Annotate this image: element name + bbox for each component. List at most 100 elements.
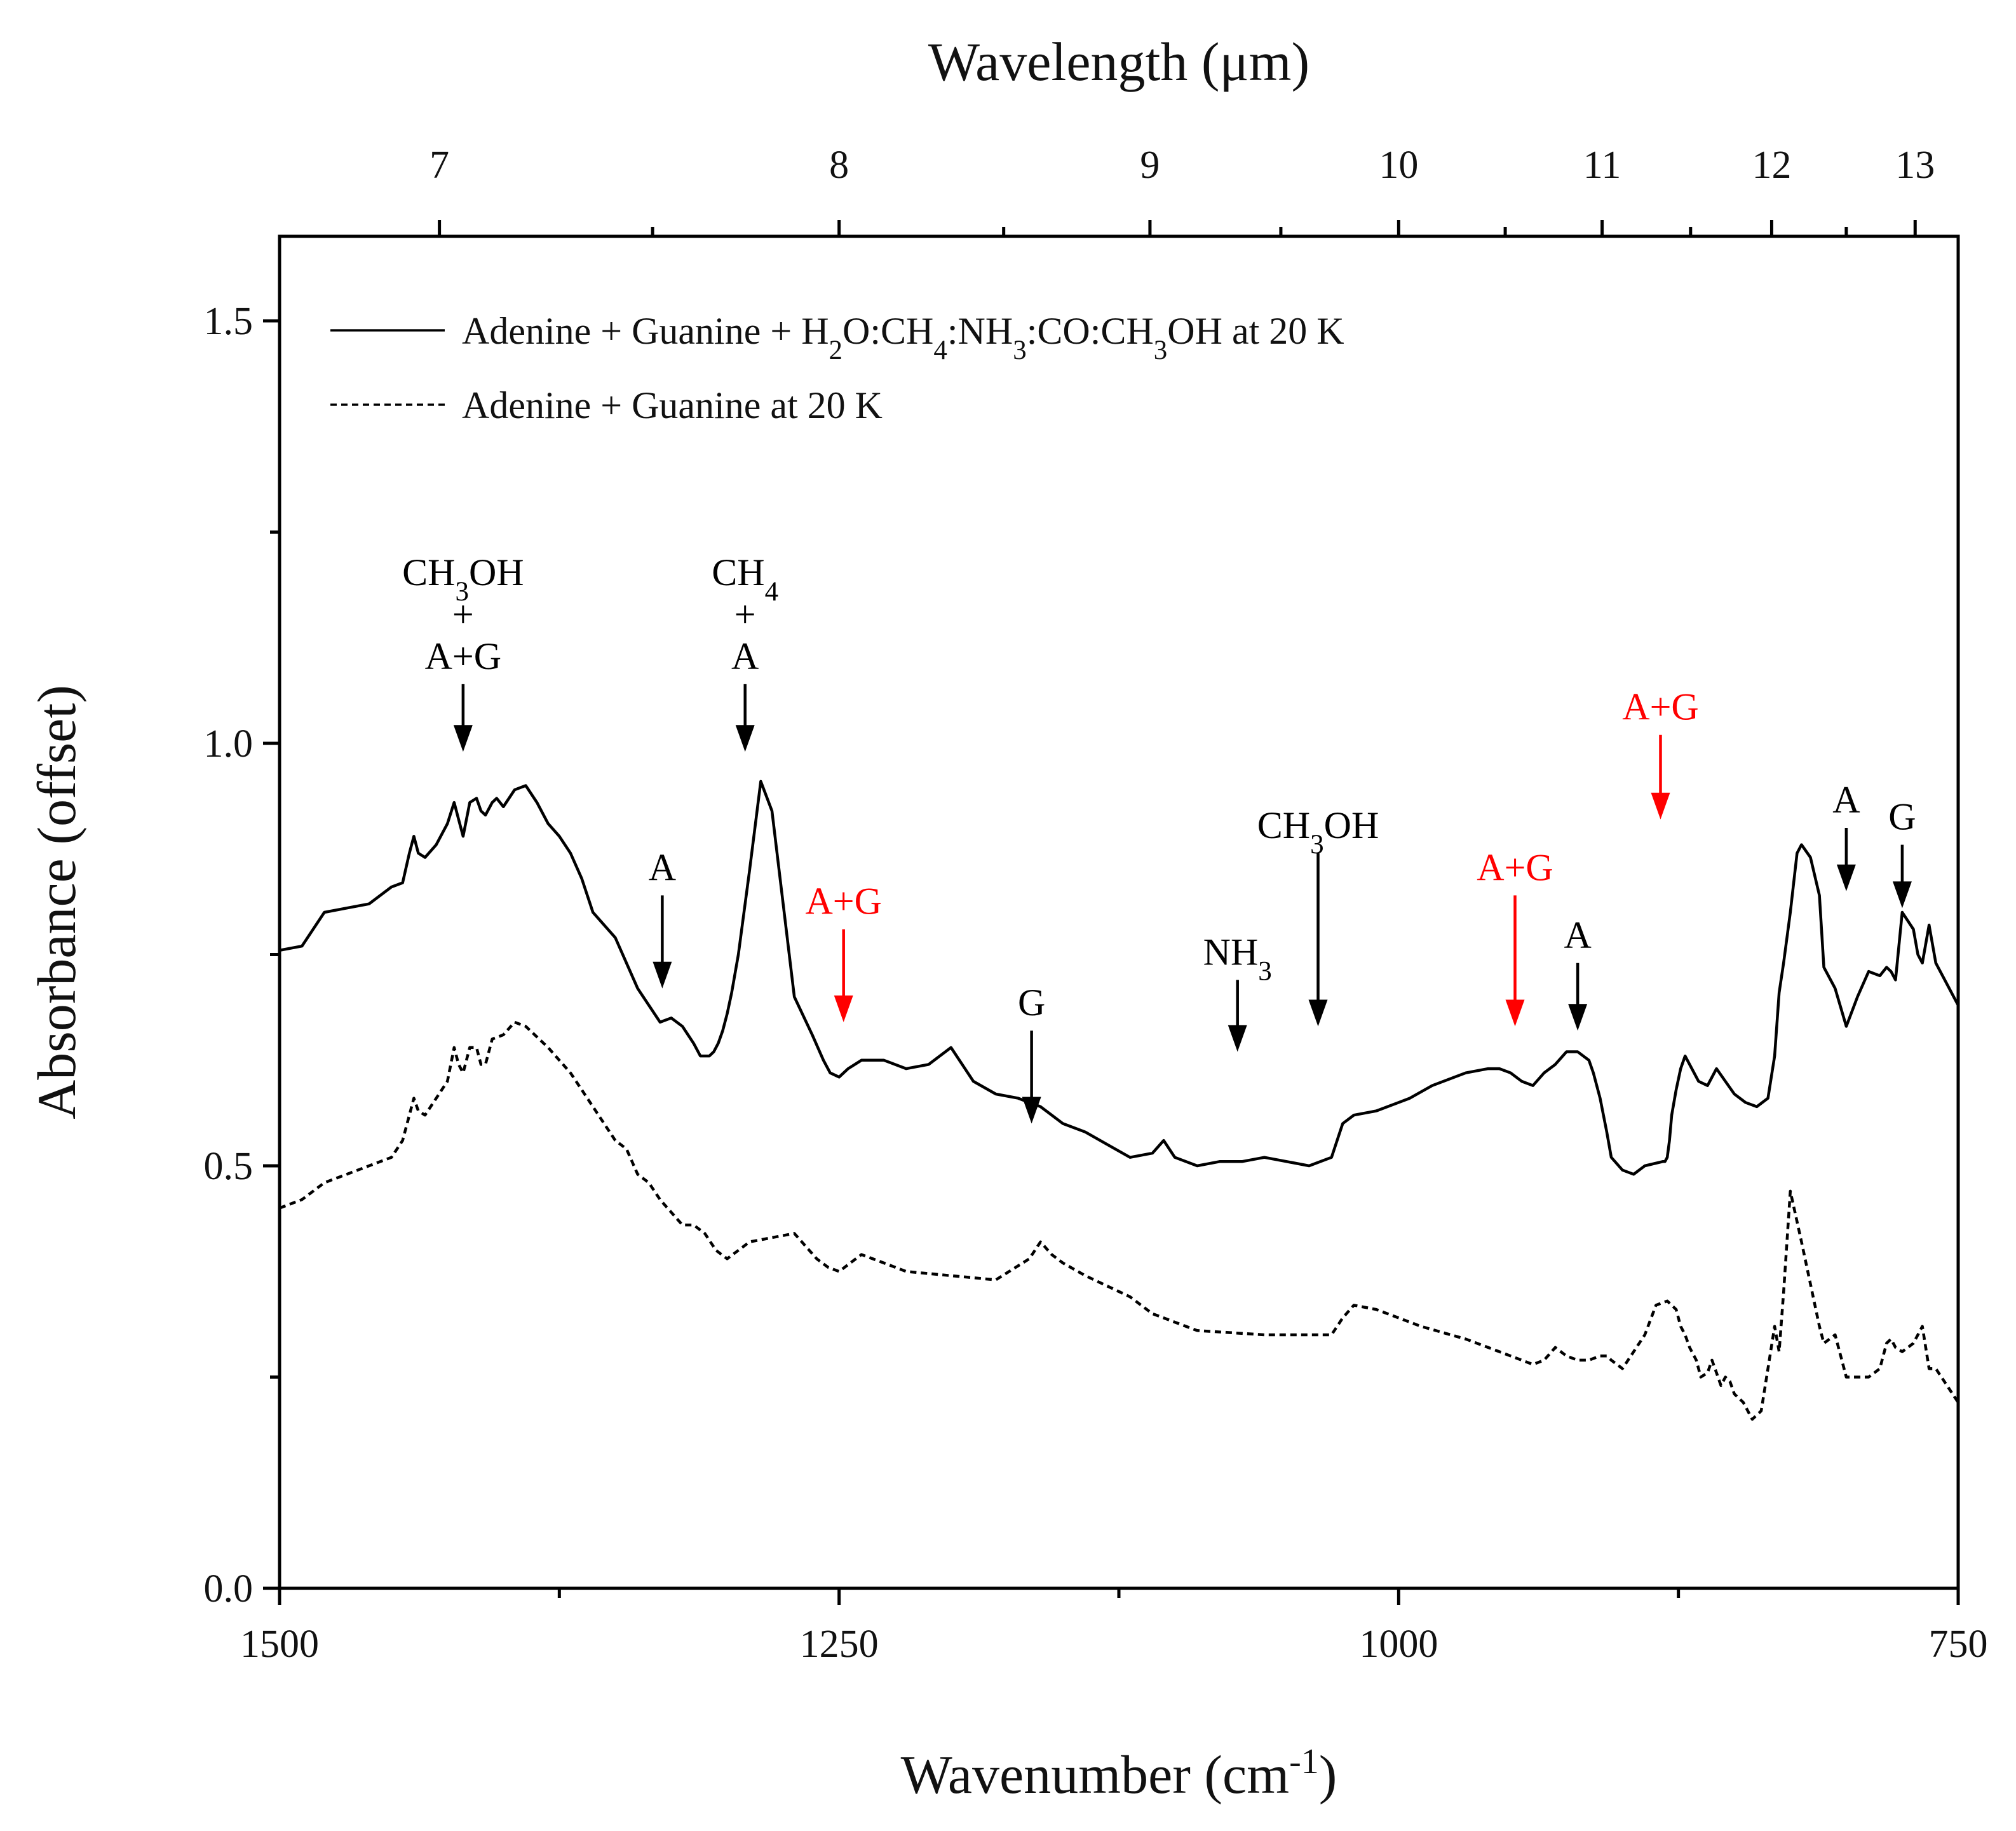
x2-tick-label: 7 [430, 144, 449, 187]
text-part: NH [1203, 931, 1259, 973]
text-part: Adenine + Guanine at 20 K [462, 384, 883, 426]
text-part: A+G [425, 635, 502, 677]
peak-annotation: G [1018, 982, 1045, 1124]
annotation-arrow-head [1022, 1097, 1041, 1124]
annotation-label: A+G [1622, 686, 1699, 728]
annotation-label: A [1832, 779, 1860, 821]
peak-annotation: CH4+A [712, 551, 778, 752]
subscript: 4 [765, 576, 779, 606]
annotation-arrow-head [1651, 792, 1670, 820]
peak-annotation: CH3OH [1257, 804, 1379, 1027]
text-part: A+G [1477, 846, 1553, 888]
annotation-arrow-head [453, 725, 473, 752]
peak-annotation: NH3 [1203, 931, 1272, 1052]
peak-annotation: A+G [1477, 846, 1553, 1027]
subscript: 3 [1310, 829, 1324, 859]
series-layer [280, 780, 1958, 1421]
text-part: G [1888, 796, 1916, 838]
annotation-label: A [1564, 914, 1591, 956]
subscript: 3 [1258, 956, 1272, 986]
x-axis-title-main: Wavenumber (cm [901, 1744, 1290, 1805]
annotation-label: NH3 [1203, 931, 1272, 986]
text-part: A [1564, 914, 1591, 956]
text-part: CH [712, 551, 764, 593]
annotation-label: A [649, 846, 676, 888]
x-tick-label: 1500 [240, 1623, 319, 1666]
subscript: 3 [1013, 335, 1027, 365]
annotation-label: CH3OH [1257, 804, 1379, 860]
annotation-label: G [1888, 796, 1916, 838]
text-part: O:CH [842, 310, 933, 352]
y-tick-label: 1.5 [204, 300, 254, 343]
text-part: A [649, 846, 676, 888]
peak-annotation: CH3OH+A+G [402, 551, 524, 752]
annotation-arrow-head [1836, 864, 1856, 891]
text-part: OH [1324, 804, 1379, 846]
text-part: CH [1257, 804, 1310, 846]
text-part: OH at 20 K [1167, 310, 1344, 352]
peak-annotation: G [1888, 796, 1916, 909]
axis-ticks [263, 220, 1960, 1605]
text-part: CH [402, 551, 455, 593]
x-tick-label: 1000 [1359, 1623, 1438, 1666]
y-tick-label: 1.0 [204, 722, 254, 766]
x-axis-title-sup: -1 [1289, 1742, 1319, 1781]
x-axis-title: Wavenumber (cm-1) [901, 1742, 1337, 1805]
annotation-label: A+G [425, 635, 502, 677]
x2-tick-label: 8 [829, 144, 849, 187]
text-part: G [1018, 982, 1045, 1024]
y-axis-title: Absorbance (offset) [26, 685, 87, 1119]
annotation-label: CH3OH [402, 551, 524, 607]
x2-tick-label: 11 [1583, 144, 1621, 187]
subscript: 2 [829, 335, 843, 365]
annotation-label: + [734, 593, 756, 635]
text-part: A [731, 635, 759, 677]
x-tick-label: 750 [1929, 1623, 1988, 1666]
x-tick-label: 1250 [800, 1623, 879, 1666]
peak-annotation: A+G [805, 881, 882, 1022]
x2-tick-label: 10 [1379, 144, 1418, 187]
annotation-arrow-head [1228, 1025, 1247, 1052]
annotation-arrow-head [735, 725, 755, 752]
annotation-arrow-head [1505, 999, 1525, 1027]
annotation-arrow-head [653, 961, 672, 989]
tick-labels: 1500 1250 1000 750 0.0 0.5 1.0 1.5 7 8 9 10 11 12 13 [204, 144, 1988, 1666]
y-tick-label: 0.0 [204, 1567, 254, 1611]
annotation-arrow-head [1892, 881, 1912, 909]
legend: Adenine + Guanine + H2O:CH4:NH3:CO:CH3OH… [330, 310, 1344, 426]
text-part: :NH [947, 310, 1013, 352]
x2-axis-title: Wavelength (μm) [928, 31, 1309, 92]
text-part: + [734, 593, 756, 635]
x-axis-title-end: ) [1319, 1744, 1337, 1805]
annotation-label: A+G [805, 881, 882, 922]
annotation-label: A [731, 635, 759, 677]
text-part: OH [469, 551, 524, 593]
y-tick-label: 0.5 [204, 1145, 254, 1188]
text-part: A+G [1622, 686, 1699, 728]
subscript: 4 [933, 335, 947, 365]
peak-annotation: A+G [1622, 686, 1699, 820]
text-part: :CO:CH [1027, 310, 1154, 352]
legend-label: Adenine + Guanine at 20 K [462, 384, 883, 426]
annotation-arrow-head [834, 995, 853, 1022]
series-line-nucleobases [280, 1020, 1958, 1421]
x2-tick-label: 13 [1895, 144, 1935, 187]
peak-annotation: A [649, 846, 676, 989]
plot-frame [278, 234, 1960, 1590]
peak-annotation: A [1832, 779, 1860, 891]
legend-label: Adenine + Guanine + H2O:CH4:NH3:CO:CH3OH… [462, 310, 1344, 365]
annotation-arrow-head [1308, 999, 1328, 1027]
text-part: A+G [805, 881, 882, 922]
annotation-label: G [1018, 982, 1045, 1024]
annotation-arrow-head [1568, 1004, 1588, 1031]
subscript: 3 [455, 576, 469, 606]
subscript: 3 [1154, 335, 1168, 365]
x2-tick-label: 12 [1752, 144, 1791, 187]
annotation-label: + [452, 593, 474, 635]
series-line-mixture [280, 780, 1958, 1176]
text-part: + [452, 593, 474, 635]
text-part: Adenine + Guanine + H [462, 310, 829, 352]
x2-tick-label: 9 [1140, 144, 1160, 187]
annotation-label: CH4 [712, 551, 778, 607]
